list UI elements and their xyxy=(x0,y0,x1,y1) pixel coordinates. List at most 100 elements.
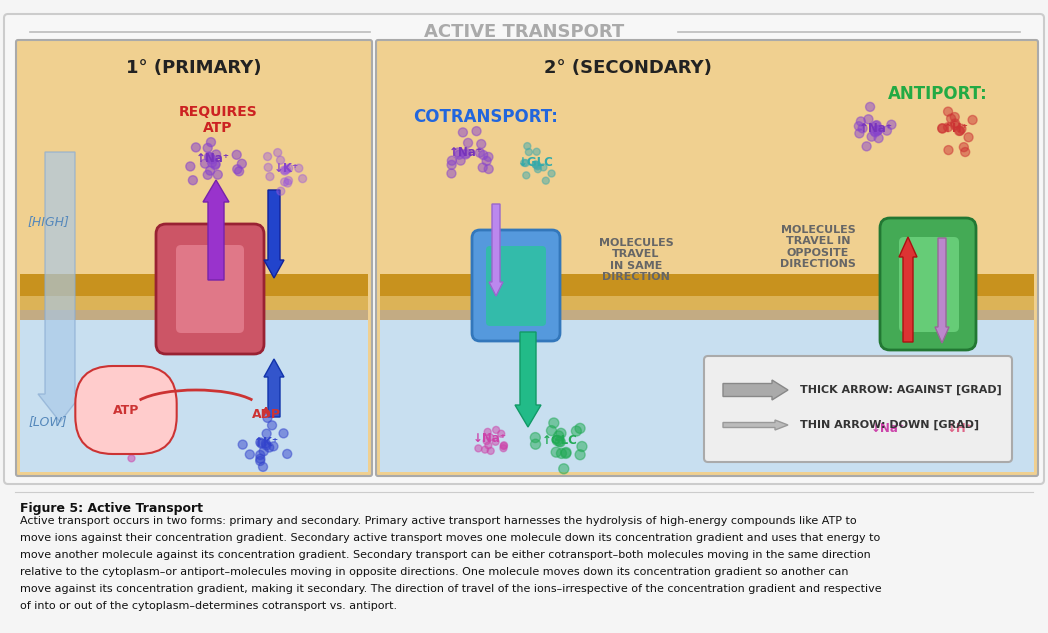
Circle shape xyxy=(872,122,880,130)
Text: ↑K⁺: ↑K⁺ xyxy=(254,436,279,449)
Circle shape xyxy=(138,437,145,444)
Circle shape xyxy=(446,169,456,178)
Circle shape xyxy=(214,170,222,179)
Circle shape xyxy=(556,429,566,438)
Circle shape xyxy=(534,162,541,169)
Circle shape xyxy=(208,158,217,167)
Bar xyxy=(380,296,1034,310)
Circle shape xyxy=(556,448,567,458)
Circle shape xyxy=(285,165,292,172)
Circle shape xyxy=(477,139,485,149)
Text: ADP: ADP xyxy=(252,408,281,420)
Text: Active transport occurs in two forms: primary and secondary. Primary active tran: Active transport occurs in two forms: pr… xyxy=(20,516,856,526)
Circle shape xyxy=(893,428,900,435)
Text: [LOW]: [LOW] xyxy=(28,415,67,429)
Circle shape xyxy=(264,153,271,161)
Text: [HIGH]: [HIGH] xyxy=(27,215,69,229)
Circle shape xyxy=(283,166,290,173)
Circle shape xyxy=(284,179,291,187)
Bar xyxy=(20,296,368,310)
Circle shape xyxy=(206,137,216,147)
Circle shape xyxy=(968,115,977,125)
Circle shape xyxy=(189,176,197,185)
Text: move ions against their concentration gradient. Secondary active transport moves: move ions against their concentration gr… xyxy=(20,533,880,543)
Circle shape xyxy=(462,149,472,158)
Circle shape xyxy=(571,426,582,436)
FancyArrow shape xyxy=(899,237,917,342)
Circle shape xyxy=(870,432,877,439)
Circle shape xyxy=(943,107,953,116)
Circle shape xyxy=(555,437,565,447)
Circle shape xyxy=(127,424,133,431)
Circle shape xyxy=(577,441,587,451)
Circle shape xyxy=(532,161,539,168)
Circle shape xyxy=(546,425,556,436)
Text: THICK ARROW: AGAINST [GRAD]: THICK ARROW: AGAINST [GRAD] xyxy=(800,385,1002,395)
FancyArrow shape xyxy=(264,190,284,278)
Text: COTRANSPORT:: COTRANSPORT: xyxy=(414,108,559,126)
Text: move against its concentration gradient, making it secondary. The direction of t: move against its concentration gradient,… xyxy=(20,584,881,594)
Text: ACTIVE TRANSPORT: ACTIVE TRANSPORT xyxy=(423,23,625,41)
Circle shape xyxy=(880,423,888,430)
Circle shape xyxy=(534,163,541,170)
Circle shape xyxy=(205,153,214,162)
Circle shape xyxy=(145,437,151,444)
Circle shape xyxy=(548,170,555,177)
Circle shape xyxy=(485,442,492,449)
Circle shape xyxy=(274,149,282,156)
Circle shape xyxy=(146,418,153,425)
Circle shape xyxy=(266,173,274,180)
Circle shape xyxy=(267,421,277,430)
Circle shape xyxy=(487,448,495,454)
Circle shape xyxy=(498,430,505,437)
Text: ↑Na⁺: ↑Na⁺ xyxy=(449,146,483,158)
Text: ↓Na⁺: ↓Na⁺ xyxy=(473,432,507,444)
Circle shape xyxy=(136,444,144,451)
Circle shape xyxy=(277,187,285,195)
Text: ANTIPORT:: ANTIPORT: xyxy=(888,85,988,103)
Circle shape xyxy=(938,124,947,133)
Text: ↓Na⁺: ↓Na⁺ xyxy=(871,422,905,434)
Circle shape xyxy=(259,447,268,456)
Circle shape xyxy=(501,442,507,449)
Circle shape xyxy=(256,456,265,465)
Text: ↑H⁺: ↑H⁺ xyxy=(943,122,969,134)
Circle shape xyxy=(882,126,892,135)
Circle shape xyxy=(882,424,889,431)
Circle shape xyxy=(873,125,882,135)
Text: relative to the cytoplasm–or antiport–molecules moving in opposite directions. O: relative to the cytoplasm–or antiport–mo… xyxy=(20,567,849,577)
Circle shape xyxy=(233,165,242,174)
Circle shape xyxy=(211,160,220,168)
Circle shape xyxy=(262,441,270,450)
Text: ↑GLC: ↑GLC xyxy=(542,434,577,446)
Circle shape xyxy=(211,161,220,170)
Circle shape xyxy=(873,127,882,135)
Bar xyxy=(380,274,1034,296)
Circle shape xyxy=(867,132,876,141)
Circle shape xyxy=(478,163,487,172)
Circle shape xyxy=(245,450,255,459)
Circle shape xyxy=(269,442,278,451)
FancyBboxPatch shape xyxy=(704,356,1012,462)
Circle shape xyxy=(553,431,564,441)
Circle shape xyxy=(484,153,493,161)
Circle shape xyxy=(137,431,145,439)
Text: MOLECULES
TRAVEL IN
OPPOSITE
DIRECTIONS: MOLECULES TRAVEL IN OPPOSITE DIRECTIONS xyxy=(780,225,856,270)
Circle shape xyxy=(955,127,964,135)
Circle shape xyxy=(533,148,540,155)
Circle shape xyxy=(549,418,559,428)
Circle shape xyxy=(863,142,871,151)
Text: ↓Na⁺: ↓Na⁺ xyxy=(123,432,157,444)
FancyBboxPatch shape xyxy=(16,40,372,476)
Circle shape xyxy=(961,419,968,426)
Circle shape xyxy=(284,177,292,185)
Text: ↓GLC: ↓GLC xyxy=(518,156,554,168)
Circle shape xyxy=(882,427,889,434)
Circle shape xyxy=(855,129,864,138)
Circle shape xyxy=(874,134,883,142)
Circle shape xyxy=(484,429,492,436)
Circle shape xyxy=(143,438,150,445)
Circle shape xyxy=(961,147,969,156)
FancyBboxPatch shape xyxy=(880,218,976,350)
Circle shape xyxy=(475,445,482,452)
